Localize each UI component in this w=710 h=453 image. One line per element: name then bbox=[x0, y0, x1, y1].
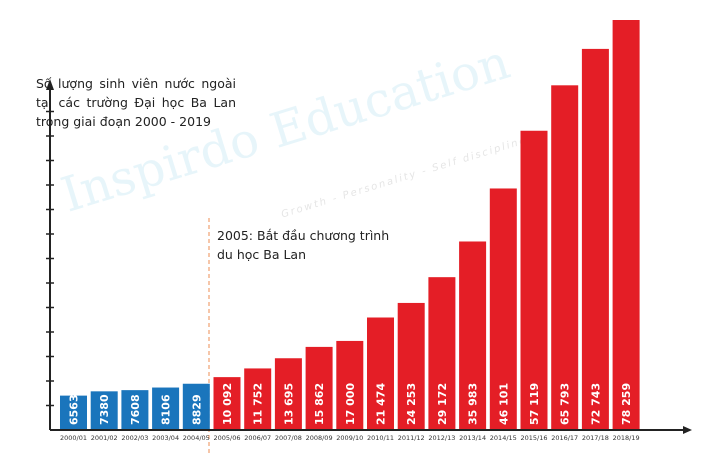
bar-2010/11 bbox=[367, 317, 394, 430]
x-tick-label: 2016/17 bbox=[551, 434, 578, 442]
x-tick-label: 2003/04 bbox=[152, 434, 179, 442]
x-tick-label: 2012/13 bbox=[428, 434, 455, 442]
x-tick-label: 2013/14 bbox=[459, 434, 486, 442]
x-tick-label: 2005/06 bbox=[213, 434, 240, 442]
x-tick-label: 2018/19 bbox=[613, 434, 640, 442]
x-tick-label: 2007/08 bbox=[275, 434, 302, 442]
bar-value-label: 72 743 bbox=[589, 383, 602, 425]
bar-2001/02 bbox=[90, 391, 118, 430]
bar-value-label: 35 983 bbox=[467, 383, 480, 425]
bar-2016/17 bbox=[551, 85, 579, 431]
bar-value-label: 7380 bbox=[98, 394, 111, 425]
bar-2013/14 bbox=[459, 241, 487, 430]
bar-2003/04 bbox=[152, 387, 180, 430]
bar-2002/03 bbox=[121, 390, 149, 430]
bar-2000/01 bbox=[60, 395, 87, 430]
chart-title: Số lượng sinh viên nước ngoài tại các tr… bbox=[36, 76, 236, 129]
bar-2018/19 bbox=[612, 20, 640, 430]
bar-value-label: 29 172 bbox=[436, 383, 449, 425]
bar-value-label: 6563 bbox=[68, 394, 81, 425]
x-tick-label: 2004/05 bbox=[183, 434, 210, 442]
x-tick-label: 2008/09 bbox=[306, 434, 333, 442]
bar-value-label: 15 862 bbox=[313, 383, 326, 425]
bar-value-label: 57 119 bbox=[528, 383, 541, 425]
bar-2012/13 bbox=[428, 277, 456, 430]
bar-2011/12 bbox=[397, 302, 425, 430]
bar-value-label: 78 259 bbox=[620, 383, 633, 425]
bar-value-label: 17 000 bbox=[344, 383, 357, 425]
bar-2015/16 bbox=[520, 130, 548, 431]
bar-value-label: 13 695 bbox=[282, 383, 295, 425]
bar-2009/10 bbox=[336, 340, 364, 430]
bar-2005/06 bbox=[213, 377, 241, 430]
x-axis-arrow-icon bbox=[683, 426, 692, 434]
x-tick-label: 2014/15 bbox=[490, 434, 517, 442]
x-tick-label: 2011/12 bbox=[398, 434, 425, 442]
bar-value-label: 7608 bbox=[129, 394, 142, 425]
bar-2004/05 bbox=[182, 383, 210, 430]
bar-2006/07 bbox=[244, 368, 272, 430]
bar-value-label: 24 253 bbox=[405, 383, 418, 425]
bar-value-label: 46 101 bbox=[497, 383, 510, 425]
bar-2008/09 bbox=[305, 346, 333, 430]
bar-2014/15 bbox=[489, 188, 517, 430]
x-tick-label: 2000/01 bbox=[60, 434, 87, 442]
x-tick-label: 2002/03 bbox=[121, 434, 148, 442]
bar-value-label: 8829 bbox=[190, 394, 203, 425]
bar-value-label: 21 474 bbox=[375, 383, 388, 425]
x-tick-label: 2009/10 bbox=[336, 434, 363, 442]
x-tick-label: 2010/11 bbox=[367, 434, 394, 442]
x-tick-label: 2015/16 bbox=[520, 434, 547, 442]
x-tick-label: 2006/07 bbox=[244, 434, 271, 442]
bar-value-label: 8106 bbox=[160, 394, 173, 425]
y-axis-arrow-icon bbox=[46, 79, 54, 90]
bar-2017/18 bbox=[581, 48, 609, 430]
annotation-2005: 2005: Bắt đầu chương trình du học Ba Lan bbox=[217, 228, 390, 262]
bar-value-label: 10 092 bbox=[221, 383, 234, 425]
x-tick-label: 2001/02 bbox=[91, 434, 118, 442]
bar-value-label: 11 752 bbox=[252, 383, 265, 425]
x-tick-label: 2017/18 bbox=[582, 434, 609, 442]
bar-value-label: 65 793 bbox=[559, 383, 572, 425]
bar-2007/08 bbox=[274, 358, 302, 430]
